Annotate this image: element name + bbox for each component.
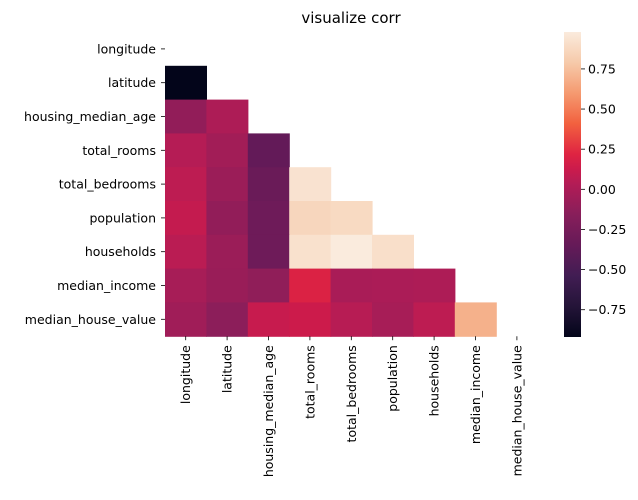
heatmap-cell-households-housing_median_age [247, 234, 290, 270]
y-tick-label: median_income [57, 278, 156, 293]
x-tick-label: total_rooms [302, 345, 317, 419]
colorbar-tick-label: −0.25 [588, 222, 626, 237]
heatmap-cell-median_income-population [372, 268, 414, 303]
heatmap-cell-housing_median_age-longitude [165, 99, 207, 134]
heatmap-cell-housing_median_age-latitude [206, 99, 249, 134]
heatmap-cell-households-total_bedrooms [330, 234, 373, 270]
heatmap-cell-total_rooms-housing_median_age [247, 133, 290, 168]
y-tick-label: median_house_value [25, 312, 157, 327]
colorbar-tick-label: −0.75 [588, 302, 626, 317]
y-tick-label: latitude [108, 75, 156, 90]
heatmap-cells [165, 65, 497, 337]
heatmap-cell-median_house_value-housing_median_age [247, 302, 290, 337]
heatmap-cell-households-population [372, 234, 414, 270]
heatmap-cell-median_house_value-latitude [206, 302, 249, 337]
heatmap-cell-median_income-housing_median_age [247, 268, 290, 303]
colorbar-tick-label: 0.50 [588, 102, 616, 117]
colorbar-tick-label: 0.25 [588, 142, 616, 157]
y-tick-label: households [85, 244, 156, 259]
heatmap-cell-median_house_value-median_income [454, 302, 497, 337]
colorbar-tick-label: 0.00 [588, 182, 616, 197]
heatmap-cell-median_house_value-total_rooms [289, 302, 332, 337]
heatmap-cell-median_income-total_bedrooms [330, 268, 373, 303]
x-tick-label: median_house_value [509, 345, 524, 477]
y-tick-label: housing_median_age [24, 109, 156, 124]
y-tick-labels: longitude latitude housing_median_agetotal… [24, 41, 165, 327]
x-tick-label: households [427, 345, 442, 416]
heatmap-cell-total_bedrooms-housing_median_age [247, 167, 290, 202]
heatmap-cell-latitude-longitude [165, 65, 207, 101]
heatmap-cell-total_bedrooms-total_rooms [289, 167, 332, 202]
colorbar: 0.75 0.50 0.25 0.00 −0.25 −0.50 −0.75 [564, 32, 626, 337]
colorbar-tick-label: 0.75 [588, 61, 616, 76]
heatmap-cell-median_income-latitude [206, 268, 249, 303]
y-tick-label: longitude [97, 41, 156, 56]
heatmap-cell-total_bedrooms-longitude [165, 167, 207, 202]
x-tick-label: latitude [220, 345, 235, 393]
chart-title: visualize corr [301, 9, 401, 27]
heatmap-cell-total_rooms-longitude [165, 133, 207, 168]
colorbar-gradient [564, 32, 581, 337]
x-tick-label: longitude [178, 345, 193, 404]
heatmap-cell-population-latitude [206, 201, 249, 236]
heatmap-cell-median_house_value-longitude [165, 302, 207, 337]
x-tick-label: total_bedrooms [344, 345, 359, 442]
heatmap-cell-population-longitude [165, 201, 207, 236]
heatmap-cell-median_house_value-households [413, 302, 456, 337]
heatmap-cell-total_rooms-latitude [206, 133, 249, 168]
y-tick-label: total_bedrooms [59, 177, 156, 192]
heatmap-cell-population-total_rooms [289, 201, 332, 236]
heatmap-cell-median_income-households [413, 268, 456, 303]
heatmap-cell-median_house_value-population [372, 302, 414, 337]
heatmap-cell-population-housing_median_age [247, 201, 290, 236]
y-tick-label: total_rooms [82, 143, 156, 158]
heatmap-cell-total_bedrooms-latitude [206, 167, 249, 202]
heatmap-cell-households-longitude [165, 234, 207, 270]
x-tick-label: population [385, 345, 400, 412]
heatmap-cell-median_income-longitude [165, 268, 207, 303]
x-tick-label: median_income [468, 345, 483, 444]
heatmap-cell-median_income-total_rooms [289, 268, 332, 303]
y-tick-label: population [89, 210, 156, 225]
heatmap-cell-population-total_bedrooms [330, 201, 373, 236]
heatmap-cell-median_house_value-total_bedrooms [330, 302, 373, 337]
colorbar-tick-label: −0.50 [588, 262, 626, 277]
heatmap-cell-households-total_rooms [289, 234, 332, 270]
heatmap-cell-households-latitude [206, 234, 249, 270]
x-tick-labels: longitude latitude housing_median_age total… [178, 336, 524, 477]
x-tick-label: housing_median_age [261, 345, 276, 477]
